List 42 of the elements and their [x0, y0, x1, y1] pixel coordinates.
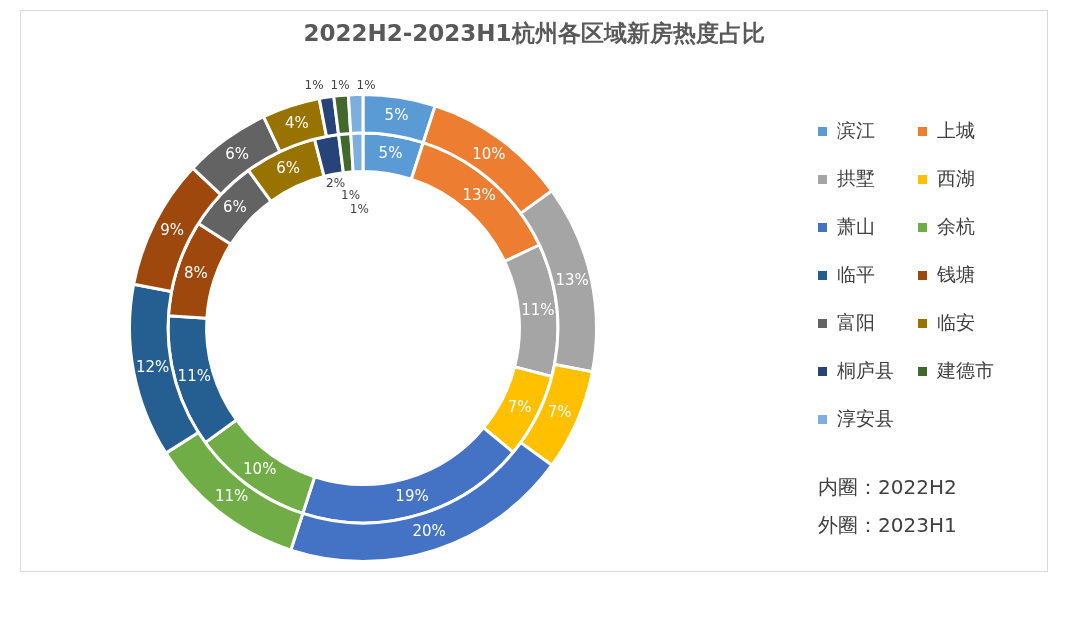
- data-label: 6%: [225, 144, 249, 163]
- data-label: 13%: [555, 271, 589, 290]
- legend-label: 淳安县: [836, 406, 895, 431]
- data-label: 7%: [547, 402, 572, 421]
- legend-label: 拱墅: [836, 166, 876, 191]
- data-label: 13%: [462, 186, 496, 205]
- data-label: 11%: [521, 301, 555, 320]
- data-label: 10%: [243, 460, 277, 479]
- data-label: 1%: [304, 77, 324, 92]
- data-label: 4%: [284, 114, 309, 133]
- text: 内圈：2022H2: [818, 474, 957, 501]
- data-label: 9%: [160, 220, 185, 239]
- legend-label: 余杭: [936, 214, 976, 239]
- legend-label: 西湖: [936, 166, 976, 191]
- data-label: 12%: [135, 358, 170, 377]
- data-label: 19%: [395, 486, 429, 505]
- data-label: 8%: [183, 263, 208, 282]
- legend-label: 临平: [836, 262, 876, 287]
- data-label: 6%: [223, 197, 247, 216]
- data-label: 5%: [378, 144, 403, 163]
- data-label: 10%: [472, 144, 506, 163]
- data-label: 1%: [330, 77, 350, 92]
- legend-label: 上城: [936, 118, 976, 143]
- data-label: 1%: [349, 201, 369, 216]
- legend-label: 钱塘: [936, 262, 976, 287]
- data-label: 11%: [215, 487, 249, 506]
- chart-title: 2022H2-2023H1杭州各区域新房热度占比: [302, 19, 766, 48]
- data-label: 6%: [276, 158, 301, 177]
- legend-label: 滨江: [836, 118, 876, 143]
- legend-label: 萧山: [836, 214, 876, 239]
- data-label: 7%: [507, 397, 532, 416]
- legend-label: 桐庐县: [836, 358, 895, 383]
- legend-label: 富阳: [836, 310, 876, 335]
- data-label: 20%: [412, 521, 446, 540]
- data-label: 1%: [341, 188, 361, 203]
- data-label: 2%: [326, 176, 346, 191]
- data-label: 5%: [384, 106, 409, 125]
- data-label: 1%: [356, 77, 376, 92]
- data-label: 11%: [177, 366, 211, 385]
- legend-label: 建德市: [936, 358, 995, 383]
- text: 外圈：2023H1: [818, 512, 957, 539]
- legend-label: 临安: [936, 310, 976, 335]
